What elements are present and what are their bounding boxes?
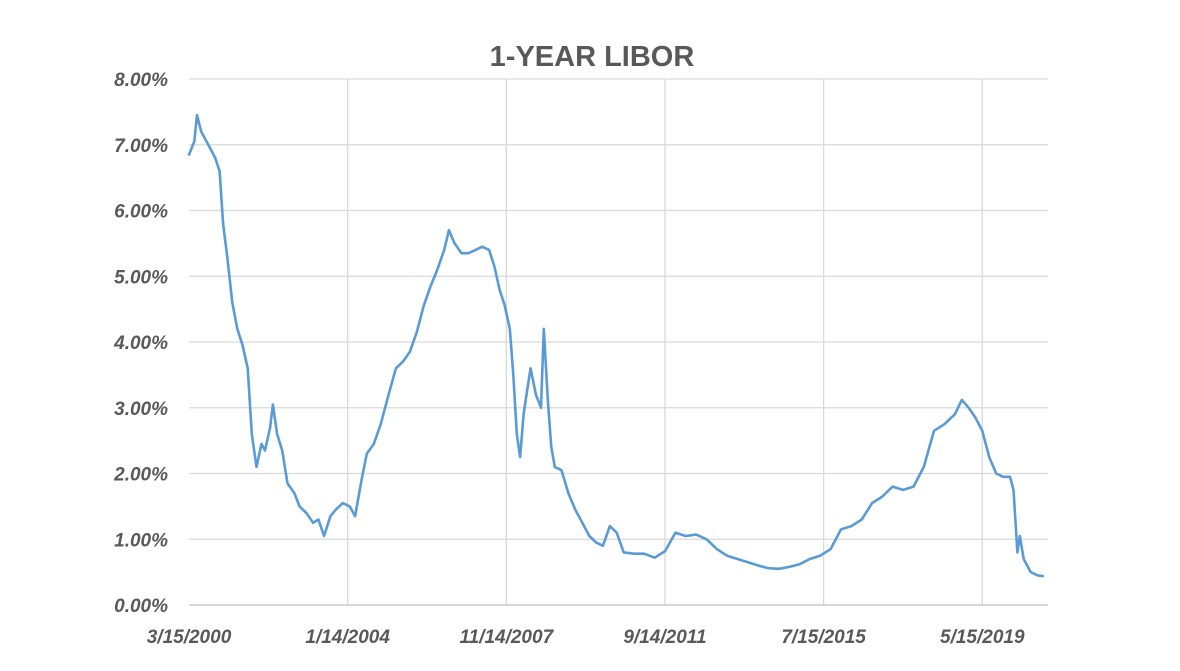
x-tick-label: 9/14/2011	[623, 627, 706, 648]
x-tick-label: 5/15/2019	[940, 627, 1025, 648]
horizontal-gridlines	[189, 78, 1048, 540]
y-tick-label: 1.00%	[114, 530, 168, 551]
x-tick-label: 11/14/2007	[459, 627, 554, 648]
series-line-0	[187, 113, 1045, 578]
chart-title: 1-YEAR LIBOR	[490, 41, 695, 73]
y-tick-label: 3.00%	[114, 399, 168, 420]
vertical-gridlines	[347, 79, 983, 605]
y-tick-label: 6.00%	[114, 202, 168, 223]
y-tick-label: 5.00%	[114, 267, 168, 288]
y-tick-label: 7.00%	[114, 136, 168, 157]
x-tick-label: 3/15/2000	[147, 627, 232, 648]
y-tick-label: 0.00%	[114, 596, 168, 617]
x-axis-tick-labels: 3/15/2000 1/14/2004 11/14/2007 9/14/2011 7/1…	[147, 627, 1025, 648]
y-tick-label: 8.00%	[114, 70, 168, 91]
series-layer	[187, 113, 1045, 578]
y-tick-label: 4.00%	[113, 333, 168, 354]
x-tick-label: 1/14/2004	[305, 627, 390, 648]
y-tick-label: 2.00%	[113, 465, 168, 486]
y-axis-tick-labels: 0.00% 1.00% 2.00% 3.00% 4.00% 5.00% 6.00% 7.00%…	[113, 70, 168, 617]
x-tick-label: 7/15/2015	[781, 627, 866, 648]
